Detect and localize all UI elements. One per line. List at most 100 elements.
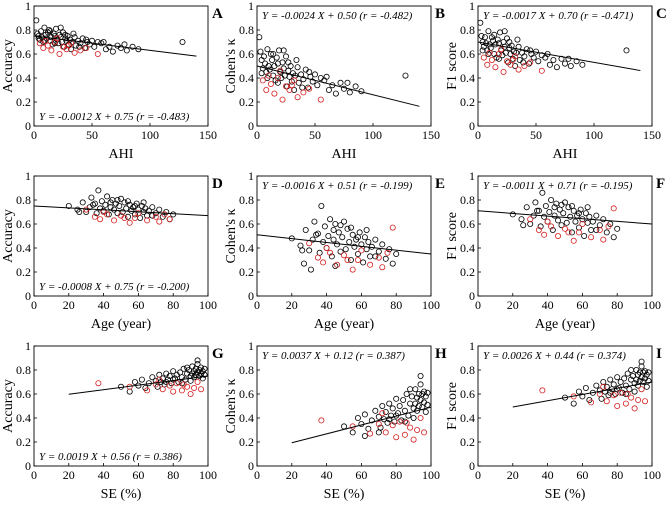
data-point-red [300, 89, 307, 96]
data-point-black [523, 204, 530, 211]
x-tick-label: 40 [321, 298, 333, 312]
y-tick-label: 0.8 [16, 193, 31, 207]
data-point-black [41, 24, 48, 31]
data-point-red [588, 399, 595, 406]
data-point-red [83, 45, 90, 52]
data-point-black [94, 39, 101, 46]
y-tick-label: 0.6 [16, 47, 31, 61]
data-point-black [494, 36, 501, 43]
data-point-black [273, 54, 280, 61]
data-point-red [271, 90, 278, 97]
x-tick-label: 40 [542, 468, 554, 482]
data-point-black [532, 199, 539, 206]
data-point-black [340, 85, 347, 92]
data-point-black [382, 408, 389, 415]
x-tick-label: 60 [576, 468, 588, 482]
y-tick-label: 0 [25, 459, 31, 473]
data-point-black [330, 226, 337, 233]
data-point-black [579, 393, 586, 400]
data-point-black [46, 26, 53, 33]
regression-equation: Y = -0.0011 X + 0.71 (r = -0.195) [483, 180, 633, 192]
x-tick-label: 100 [585, 128, 603, 142]
x-tick-label: 150 [199, 128, 217, 142]
plot-frame [477, 345, 653, 467]
data-point-black [401, 418, 408, 425]
data-point-black [514, 36, 521, 43]
data-point-black [114, 196, 121, 203]
data-point-red [575, 229, 582, 236]
data-point-black [509, 211, 516, 218]
data-point-red [320, 259, 327, 266]
data-point-black [118, 195, 125, 202]
x-tick-label: 50 [530, 128, 542, 142]
data-point-red [334, 261, 341, 268]
data-point-black [351, 243, 358, 250]
data-point-red [274, 75, 281, 82]
data-point-red [384, 249, 391, 256]
data-point-red [393, 434, 400, 441]
data-point-black [415, 390, 422, 397]
x-axis-label: AHI [332, 147, 357, 162]
data-point-black [575, 388, 582, 395]
data-point-black [593, 212, 600, 219]
data-point-black [382, 255, 389, 262]
y-axis-label: F1 score [445, 42, 460, 90]
data-point-black [477, 19, 484, 26]
data-point-black [121, 41, 128, 48]
data-point-red [555, 232, 562, 239]
data-point-black [300, 76, 307, 83]
data-point-black [638, 358, 645, 365]
x-tick-label: 60 [132, 298, 144, 312]
regression-equation: Y = 0.0019 X + 0.56 (r = 0.386) [39, 451, 182, 463]
x-tick-label: 0 [475, 128, 481, 142]
data-point-red [187, 390, 194, 397]
data-point-black [384, 419, 391, 426]
data-point-black [295, 79, 302, 86]
data-point-red [267, 81, 274, 88]
x-tick-label: 100 [141, 128, 159, 142]
data-point-black [614, 374, 621, 381]
data-point-red [191, 384, 198, 391]
data-point-black [170, 376, 177, 383]
x-tick-label: 100 [422, 298, 440, 312]
plot-frame [33, 5, 209, 127]
data-point-black [98, 198, 105, 205]
y-tick-label: 1 [248, 169, 254, 183]
data-point-black [422, 408, 429, 415]
panel-letter: G [212, 346, 224, 362]
y-tick-label: 0.2 [460, 95, 475, 109]
data-point-black [107, 199, 114, 206]
data-point-black [361, 411, 368, 418]
y-tick-label: 0.2 [460, 265, 475, 279]
data-point-red [144, 387, 151, 394]
data-point-black [367, 253, 374, 260]
x-tick-label: 80 [167, 298, 179, 312]
data-point-red [173, 380, 180, 387]
x-tick-label: 50 [86, 128, 98, 142]
x-axis-label: AHI [553, 147, 578, 162]
x-tick-label: 0 [475, 468, 481, 482]
data-point-black [412, 386, 419, 393]
data-point-black [302, 226, 309, 233]
data-point-red [156, 218, 163, 225]
data-point-black [530, 54, 537, 61]
data-point-red [367, 261, 374, 268]
data-point-black [603, 229, 610, 236]
x-tick-label: 80 [167, 468, 179, 482]
y-tick-label: 0.4 [460, 241, 475, 255]
data-point-black [365, 238, 372, 245]
y-tick-label: 0 [25, 289, 31, 303]
data-point-red [642, 398, 649, 405]
data-point-red [421, 429, 428, 436]
data-point-red [622, 400, 629, 407]
data-point-red [628, 394, 635, 401]
data-point-black [645, 369, 652, 376]
data-point-red [288, 82, 295, 89]
y-tick-label: 0.8 [239, 363, 254, 377]
data-point-black [180, 365, 187, 372]
data-point-black [91, 43, 98, 50]
data-point-black [124, 213, 131, 220]
x-tick-label: 20 [63, 298, 75, 312]
y-tick-label: 0.4 [16, 241, 31, 255]
data-point-black [402, 72, 409, 79]
